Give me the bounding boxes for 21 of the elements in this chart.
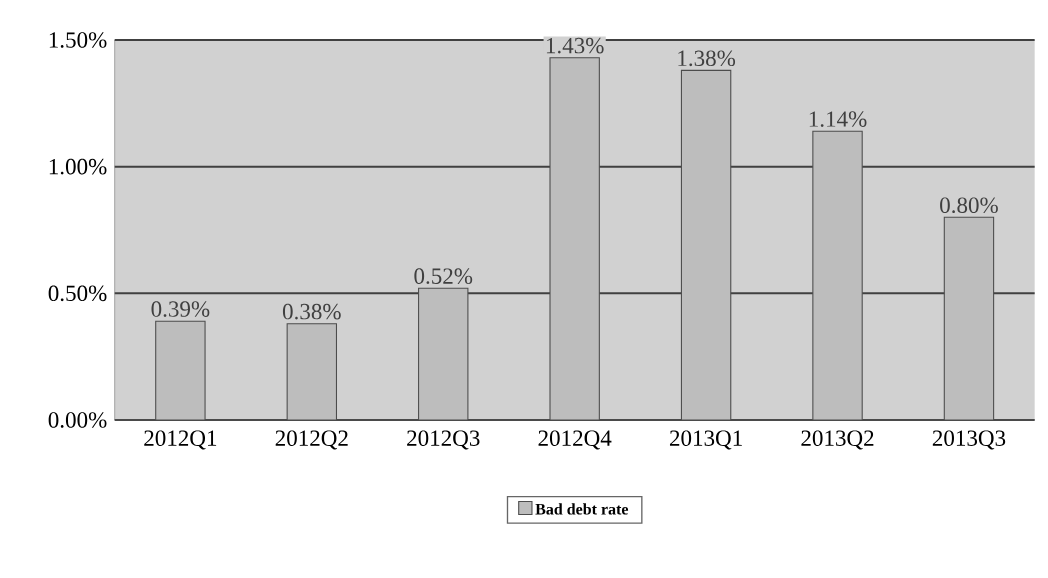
x-tick-label: 2012Q1 <box>144 430 217 450</box>
data-label: 1.43% <box>546 37 604 54</box>
bar <box>155 320 206 421</box>
x-tick-label: 2013Q3 <box>932 430 1006 450</box>
data-label: 1.14% <box>809 111 867 127</box>
y-tick-label: 0.50% <box>48 285 107 302</box>
data-label: 0.38% <box>282 303 341 320</box>
data-label: 1.38% <box>678 50 736 67</box>
data-label: 0.80% <box>940 197 998 214</box>
y-tick-label: 1.00% <box>49 158 107 175</box>
x-tick-label: 2012Q3 <box>407 430 480 450</box>
x-tick-label: 2012Q4 <box>538 430 612 450</box>
x-tick-label: 2013Q2 <box>801 430 874 450</box>
data-label: 0.52% <box>414 268 473 285</box>
x-tick-label: 2012Q2 <box>275 430 348 450</box>
y-tick-label: 0.00% <box>48 412 107 428</box>
bar <box>286 323 338 421</box>
x-tick-label: 2013Q1 <box>669 430 742 450</box>
data-label: 0.39% <box>151 301 210 317</box>
legend-label: Bad debt rate <box>535 503 629 515</box>
y-tick-label: 1.50% <box>49 32 107 48</box>
